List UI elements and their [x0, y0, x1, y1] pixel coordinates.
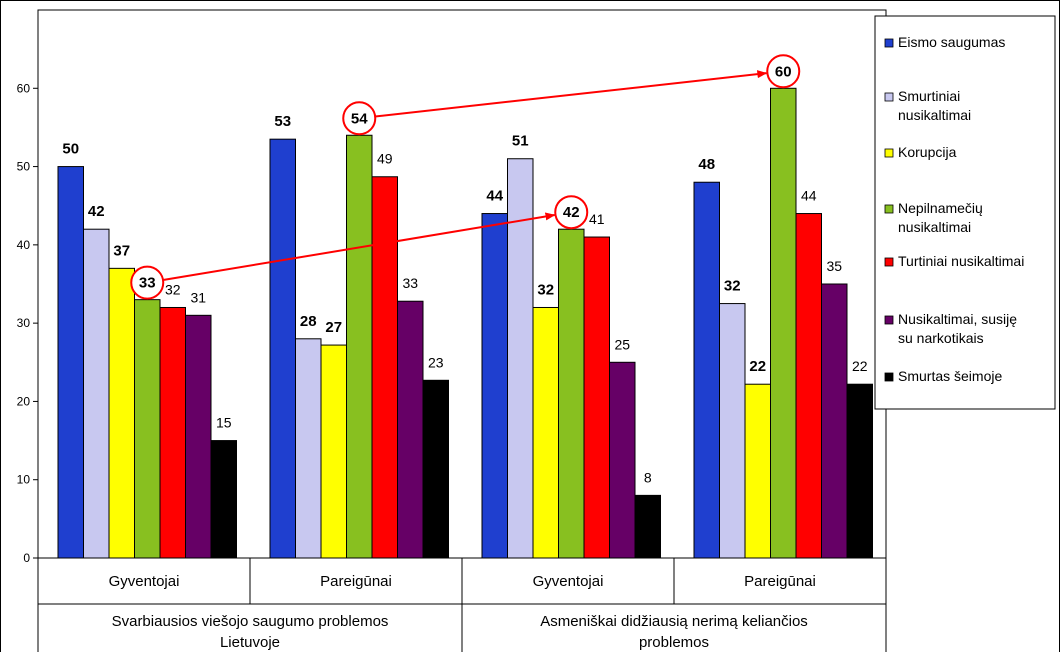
data-label: 35	[826, 258, 842, 274]
bar	[57, 166, 84, 559]
legend-entry: Eismo saugumas	[898, 34, 1005, 50]
data-label: 27	[325, 319, 342, 336]
data-label: 23	[428, 354, 444, 370]
bar	[134, 299, 161, 559]
bar	[693, 181, 720, 559]
legend-entry: Nepilnamečių nusikaltimai	[898, 200, 983, 235]
bar	[558, 228, 585, 559]
data-label: 37	[113, 242, 130, 259]
group-label: Asmeniškai didžiausią nerimą keliančios p…	[540, 613, 808, 651]
legend-entry: Nusikaltimai, susiję su narkotikais	[898, 311, 1017, 346]
bar	[795, 213, 822, 559]
data-label: 60	[775, 63, 792, 80]
bar	[770, 87, 797, 559]
data-label: 49	[377, 151, 393, 167]
bar	[159, 306, 186, 559]
bar	[609, 361, 636, 559]
bar	[320, 344, 347, 559]
bar	[481, 213, 508, 559]
bar	[821, 283, 848, 559]
data-label: 22	[749, 358, 766, 375]
bar	[295, 338, 322, 559]
bar	[371, 176, 398, 559]
legend-swatch	[884, 257, 894, 267]
y-tick-label: 50	[17, 160, 31, 174]
data-label: 54	[351, 110, 368, 127]
data-label: 15	[216, 415, 232, 431]
data-label: 42	[88, 203, 105, 220]
bar	[108, 267, 135, 559]
bar	[719, 303, 746, 559]
data-label: 33	[139, 275, 156, 292]
bar	[83, 228, 110, 559]
category-label: Pareigūnai	[320, 573, 392, 590]
y-tick-label: 60	[17, 81, 31, 95]
legend-swatch	[884, 315, 894, 325]
data-label: 51	[512, 133, 529, 150]
legend-swatch	[884, 204, 894, 214]
category-label: Gyventojai	[109, 573, 180, 590]
data-label: 48	[698, 156, 715, 173]
data-label: 32	[165, 281, 181, 297]
legend-swatch	[884, 92, 894, 102]
highlight-circle	[342, 101, 377, 136]
bar	[744, 383, 771, 559]
legend-entry: Smurtiniai nusikaltimai	[898, 88, 971, 123]
legend-entry: Korupcija	[898, 144, 957, 160]
data-label: 42	[563, 204, 580, 221]
y-tick-label: 30	[17, 316, 31, 330]
data-label: 32	[724, 278, 741, 295]
bar	[583, 236, 610, 559]
legend	[874, 15, 1056, 410]
category-label: Pareigūnai	[744, 573, 816, 590]
data-label: 44	[486, 188, 503, 205]
data-label: 32	[537, 281, 554, 298]
y-tick-label: 20	[17, 394, 31, 408]
bar	[185, 314, 212, 559]
group-label: Svarbiausios viešojo saugumo problemos Li…	[112, 613, 389, 651]
legend-swatch	[884, 372, 894, 382]
data-label: 31	[190, 289, 206, 305]
highlight-arrow	[162, 212, 556, 282]
highlight-arrow	[375, 70, 768, 118]
bar	[507, 158, 534, 559]
data-label: 33	[402, 275, 418, 291]
highlight-circle	[130, 265, 165, 300]
bar	[532, 306, 559, 559]
legend-swatch	[884, 38, 894, 48]
legend-swatch	[884, 148, 894, 158]
bar	[846, 383, 873, 559]
data-label: 8	[644, 469, 652, 485]
bar	[422, 379, 449, 559]
y-tick-label: 10	[17, 473, 31, 487]
y-tick-label: 0	[23, 551, 30, 565]
y-tick-label: 40	[17, 238, 31, 252]
legend-entry: Turtiniai nusikaltimai	[898, 253, 1024, 269]
bar	[397, 300, 424, 559]
data-label: 41	[589, 211, 605, 227]
bar	[634, 494, 661, 559]
bar	[346, 134, 373, 559]
legend-entry: Smurtas šeimoje	[898, 368, 1002, 384]
data-label: 25	[614, 336, 630, 352]
data-label: 53	[274, 113, 291, 130]
data-label: 22	[852, 358, 868, 374]
data-label: 50	[62, 141, 79, 158]
bar	[269, 138, 296, 559]
data-label: 44	[801, 188, 817, 204]
bar	[210, 440, 237, 559]
data-label: 28	[300, 313, 317, 330]
category-label: Gyventojai	[533, 573, 604, 590]
highlight-circle	[554, 195, 589, 230]
